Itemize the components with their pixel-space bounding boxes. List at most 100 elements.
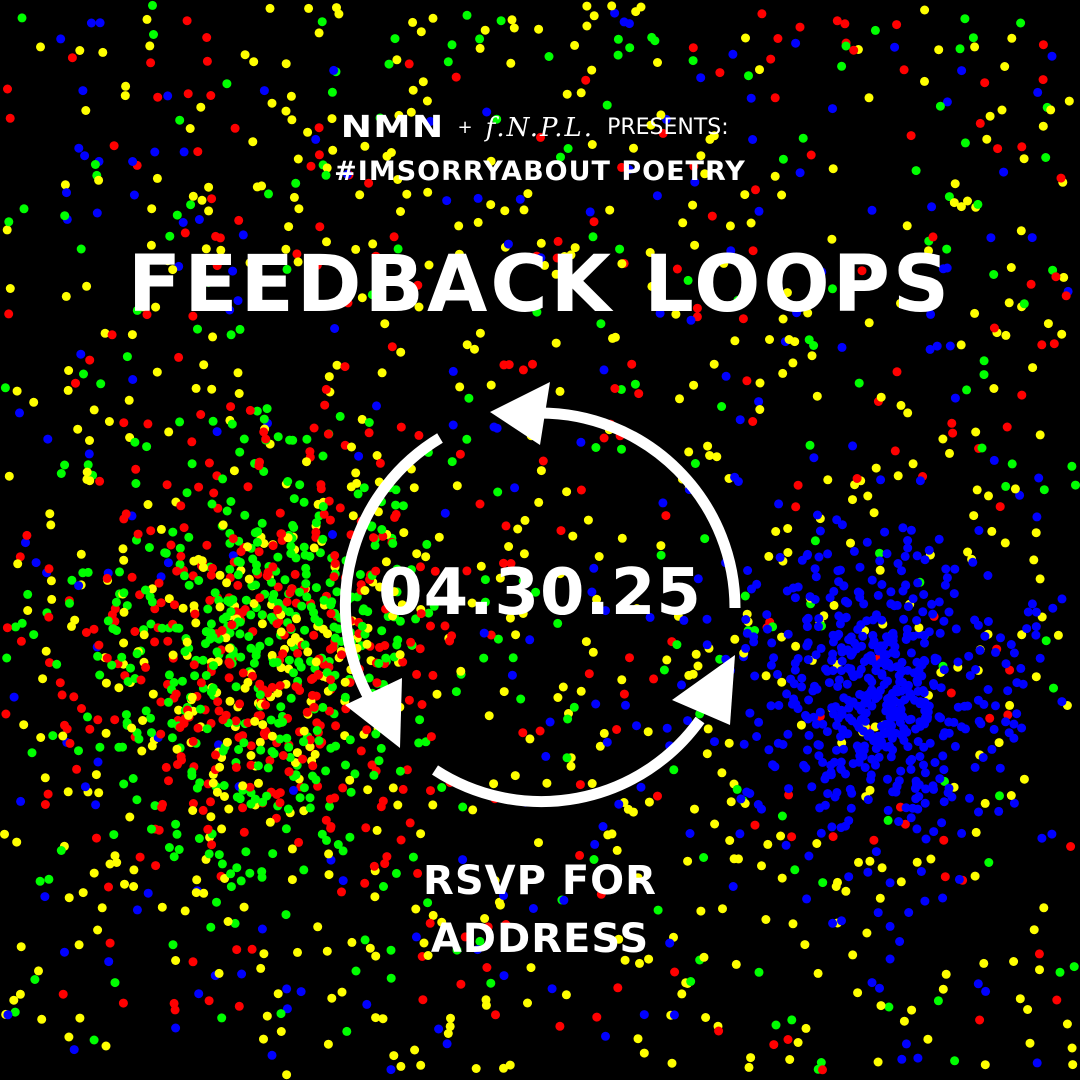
confetti-dot — [304, 3, 314, 13]
confetti-dot — [293, 947, 302, 957]
confetti-dot — [473, 945, 483, 955]
confetti-dot — [997, 105, 1007, 115]
confetti-dot — [214, 850, 224, 860]
confetti-dot — [190, 609, 200, 619]
confetti-dot — [652, 191, 662, 201]
confetti-dot — [575, 850, 585, 860]
confetti-dot — [357, 293, 367, 303]
confetti-dot — [294, 837, 304, 847]
confetti-dot — [78, 888, 88, 898]
confetti-dot — [245, 405, 255, 415]
confetti-dot — [454, 249, 464, 259]
confetti-dot — [218, 746, 228, 756]
confetti-dot — [302, 457, 311, 467]
confetti-dot — [341, 760, 350, 770]
confetti-dot — [621, 700, 630, 710]
confetti-dot — [1051, 272, 1061, 282]
confetti-dot — [374, 756, 384, 766]
confetti-dot — [562, 89, 572, 99]
confetti-dot — [608, 333, 617, 343]
confetti-dot — [160, 548, 170, 558]
confetti-dot — [995, 502, 1005, 512]
confetti-dot — [507, 15, 517, 25]
confetti-dot — [636, 782, 646, 792]
confetti-dot — [282, 733, 292, 743]
confetti-dot — [15, 408, 24, 418]
confetti-dot — [505, 613, 515, 623]
confetti-dot — [725, 221, 735, 231]
confetti-dot — [372, 451, 382, 460]
confetti-dot — [110, 978, 120, 988]
confetti-dot — [323, 1039, 333, 1049]
confetti-dot — [408, 85, 418, 95]
confetti-dot — [793, 480, 803, 490]
confetti-dot — [1009, 719, 1019, 729]
confetti-dot — [89, 624, 99, 634]
confetti-dot — [94, 640, 104, 650]
confetti-dot — [1043, 319, 1053, 329]
confetti-dot — [37, 1014, 47, 1024]
confetti-dot — [188, 799, 198, 808]
confetti-dot — [221, 612, 231, 622]
confetti-dot — [540, 260, 550, 270]
confetti-dot — [58, 731, 68, 741]
confetti-dot — [950, 1056, 960, 1066]
confetti-dot — [284, 607, 294, 617]
confetti-dot — [259, 86, 269, 96]
confetti-dot — [421, 552, 431, 562]
confetti-dot — [877, 863, 887, 873]
confetti-dot — [415, 644, 425, 654]
confetti-dot — [364, 418, 374, 427]
confetti-dot — [254, 547, 264, 557]
confetti-dot — [479, 628, 489, 638]
confetti-dot — [189, 556, 199, 566]
confetti-dot — [132, 795, 142, 805]
confetti-dot — [142, 310, 152, 320]
confetti-dot — [939, 835, 949, 845]
confetti-dot — [127, 572, 137, 582]
confetti-dot — [392, 55, 402, 65]
confetti-dot — [503, 239, 513, 249]
confetti-dot — [94, 788, 104, 798]
confetti-dot — [282, 264, 292, 274]
confetti-dot — [588, 232, 598, 242]
confetti-dot — [143, 419, 153, 429]
confetti-dot — [1064, 96, 1074, 106]
confetti-dot — [182, 16, 192, 26]
confetti-dot — [119, 418, 129, 428]
confetti-dot — [883, 815, 893, 825]
confetti-dot — [342, 169, 352, 179]
confetti-dot — [275, 508, 285, 518]
confetti-dot — [426, 732, 436, 742]
confetti-dot — [892, 20, 902, 30]
confetti-dot — [888, 648, 898, 657]
confetti-dot — [36, 42, 45, 52]
confetti-dot — [392, 640, 402, 650]
confetti-dot — [76, 549, 86, 559]
confetti-dot — [925, 344, 935, 354]
confetti-dot — [798, 133, 808, 143]
confetti-dot — [479, 653, 489, 663]
confetti-dot — [1023, 1005, 1033, 1014]
confetti-dot — [379, 882, 388, 891]
confetti-dot — [1, 709, 11, 719]
confetti-dot — [203, 825, 213, 834]
confetti-dot — [194, 215, 204, 224]
confetti-dot — [104, 417, 114, 426]
confetti-dot — [613, 34, 623, 44]
confetti-dot — [311, 657, 321, 667]
confetti-dot — [777, 873, 787, 883]
confetti-dot — [184, 710, 193, 720]
confetti-dot — [284, 767, 294, 777]
confetti-dot — [80, 151, 90, 161]
confetti-dot — [443, 57, 453, 67]
confetti-dot — [204, 206, 214, 216]
confetti-dot — [382, 151, 392, 161]
confetti-dot — [345, 832, 355, 842]
confetti-dot — [983, 571, 993, 580]
confetti-dot — [175, 723, 185, 732]
confetti-dot — [314, 150, 324, 160]
confetti-dot — [610, 384, 620, 393]
confetti-dot — [553, 618, 563, 628]
confetti-dot — [245, 782, 255, 792]
